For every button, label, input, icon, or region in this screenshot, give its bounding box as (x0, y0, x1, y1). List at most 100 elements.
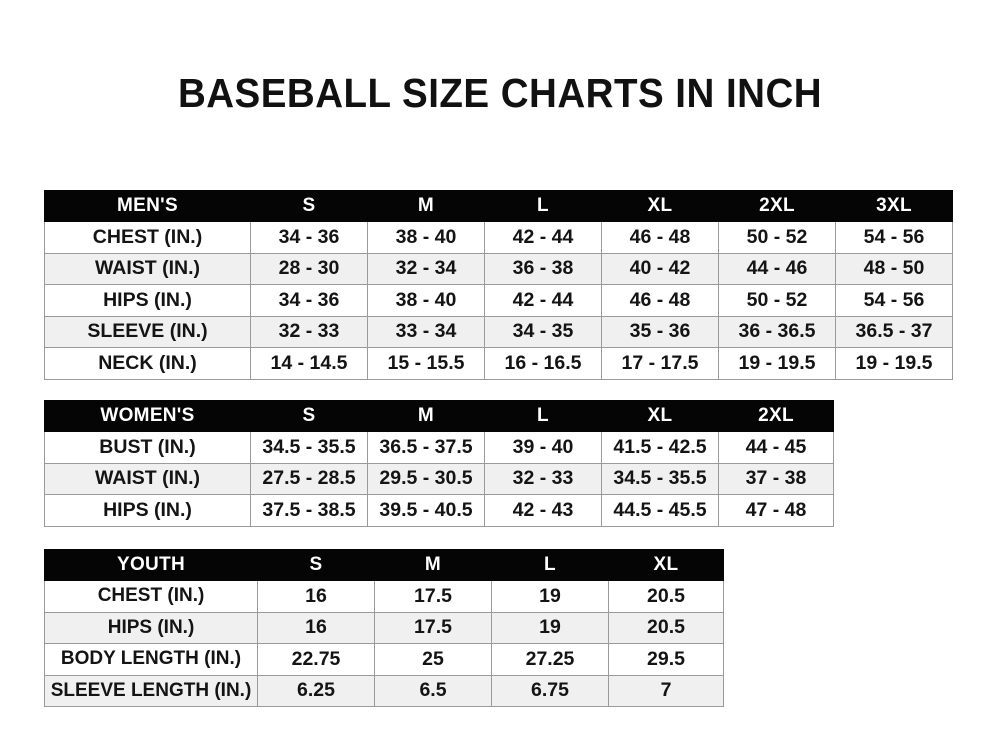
row-label-chest: CHEST (IN.) (44, 221, 251, 254)
womens-category-label: WOMEN'S (44, 400, 251, 432)
table-row: WAIST (IN.) 28 - 30 32 - 34 36 - 38 40 -… (44, 252, 953, 285)
cell-hips-s: 34 - 36 (250, 284, 368, 317)
youth-size-header-m: M (374, 549, 492, 581)
cell-chest-s: 16 (257, 580, 375, 613)
cell-hips-s: 37.5 - 38.5 (250, 494, 368, 527)
table-row: NECK (IN.) 14 - 14.5 15 - 15.5 16 - 16.5… (44, 347, 953, 380)
cell-waist-s: 27.5 - 28.5 (250, 462, 368, 495)
cell-chest-m: 17.5 (374, 580, 492, 613)
row-label-chest: CHEST (IN.) (44, 580, 258, 613)
cell-sleeve-s: 32 - 33 (250, 315, 368, 348)
cell-neck-m: 15 - 15.5 (367, 347, 485, 380)
mens-table-body: CHEST (IN.) 34 - 36 38 - 40 42 - 44 46 -… (44, 221, 953, 380)
cell-neck-xl: 17 - 17.5 (601, 347, 719, 380)
womens-table-body: BUST (IN.) 34.5 - 35.5 36.5 - 37.5 39 - … (44, 431, 834, 527)
mens-size-table: MEN'S S M L XL 2XL 3XL CHEST (IN.) 34 - … (44, 190, 953, 380)
mens-size-header-xl: XL (601, 190, 719, 222)
cell-waist-3xl: 48 - 50 (835, 252, 953, 285)
cell-bust-s: 34.5 - 35.5 (250, 431, 368, 464)
mens-category-label: MEN'S (44, 190, 251, 222)
cell-hips-m: 39.5 - 40.5 (367, 494, 485, 527)
cell-chest-3xl: 54 - 56 (835, 221, 953, 254)
cell-neck-l: 16 - 16.5 (484, 347, 602, 380)
table-row: BUST (IN.) 34.5 - 35.5 36.5 - 37.5 39 - … (44, 431, 834, 464)
youth-size-header-xl: XL (608, 549, 724, 581)
cell-body-length-s: 22.75 (257, 643, 375, 676)
mens-header-row: MEN'S S M L XL 2XL 3XL (44, 190, 953, 222)
cell-chest-2xl: 50 - 52 (718, 221, 836, 254)
cell-hips-s: 16 (257, 611, 375, 644)
mens-size-header-2xl: 2XL (718, 190, 836, 222)
row-label-hips: HIPS (IN.) (44, 284, 251, 317)
cell-hips-2xl: 50 - 52 (718, 284, 836, 317)
row-label-bust: BUST (IN.) (44, 431, 251, 464)
row-label-sleeve-length: SLEEVE LENGTH (IN.) (44, 674, 258, 707)
row-label-waist: WAIST (IN.) (44, 252, 251, 285)
cell-chest-l: 42 - 44 (484, 221, 602, 254)
womens-size-header-s: S (250, 400, 368, 432)
table-row: HIPS (IN.) 34 - 36 38 - 40 42 - 44 46 - … (44, 284, 953, 317)
table-row: SLEEVE (IN.) 32 - 33 33 - 34 34 - 35 35 … (44, 315, 953, 348)
row-label-waist: WAIST (IN.) (44, 462, 251, 495)
cell-hips-m: 17.5 (374, 611, 492, 644)
womens-table-header: WOMEN'S S M L XL 2XL (44, 400, 834, 432)
cell-chest-xl: 46 - 48 (601, 221, 719, 254)
cell-sleeve-l: 34 - 35 (484, 315, 602, 348)
row-label-hips: HIPS (IN.) (44, 611, 258, 644)
cell-waist-s: 28 - 30 (250, 252, 368, 285)
cell-waist-m: 29.5 - 30.5 (367, 462, 485, 495)
cell-sleeve-length-s: 6.25 (257, 674, 375, 707)
table-row: WAIST (IN.) 27.5 - 28.5 29.5 - 30.5 32 -… (44, 462, 834, 495)
womens-size-header-xl: XL (601, 400, 719, 432)
cell-sleeve-length-l: 6.75 (491, 674, 609, 707)
cell-waist-xl: 34.5 - 35.5 (601, 462, 719, 495)
cell-hips-l: 42 - 44 (484, 284, 602, 317)
cell-waist-2xl: 44 - 46 (718, 252, 836, 285)
cell-waist-xl: 40 - 42 (601, 252, 719, 285)
row-label-sleeve: SLEEVE (IN.) (44, 315, 251, 348)
mens-size-header-l: L (484, 190, 602, 222)
cell-hips-l: 42 - 43 (484, 494, 602, 527)
cell-waist-l: 32 - 33 (484, 462, 602, 495)
cell-hips-xl: 20.5 (608, 611, 724, 644)
cell-chest-xl: 20.5 (608, 580, 724, 613)
cell-bust-2xl: 44 - 45 (718, 431, 834, 464)
youth-size-header-s: S (257, 549, 375, 581)
row-label-neck: NECK (IN.) (44, 347, 251, 380)
cell-bust-l: 39 - 40 (484, 431, 602, 464)
mens-size-header-s: S (250, 190, 368, 222)
womens-size-header-2xl: 2XL (718, 400, 834, 432)
cell-sleeve-xl: 35 - 36 (601, 315, 719, 348)
cell-sleeve-length-xl: 7 (608, 674, 724, 707)
row-label-hips: HIPS (IN.) (44, 494, 251, 527)
cell-hips-2xl: 47 - 48 (718, 494, 834, 527)
cell-sleeve-m: 33 - 34 (367, 315, 485, 348)
youth-table-header: YOUTH S M L XL (44, 549, 724, 581)
row-label-body-length: BODY LENGTH (IN.) (44, 643, 258, 676)
youth-size-header-l: L (491, 549, 609, 581)
cell-waist-l: 36 - 38 (484, 252, 602, 285)
cell-neck-3xl: 19 - 19.5 (835, 347, 953, 380)
cell-sleeve-3xl: 36.5 - 37 (835, 315, 953, 348)
cell-sleeve-2xl: 36 - 36.5 (718, 315, 836, 348)
cell-waist-2xl: 37 - 38 (718, 462, 834, 495)
cell-bust-m: 36.5 - 37.5 (367, 431, 485, 464)
cell-hips-3xl: 54 - 56 (835, 284, 953, 317)
youth-size-table: YOUTH S M L XL CHEST (IN.) 16 17.5 19 20… (44, 549, 724, 707)
cell-neck-s: 14 - 14.5 (250, 347, 368, 380)
cell-chest-m: 38 - 40 (367, 221, 485, 254)
cell-body-length-m: 25 (374, 643, 492, 676)
table-row: BODY LENGTH (IN.) 22.75 25 27.25 29.5 (44, 643, 724, 676)
cell-hips-l: 19 (491, 611, 609, 644)
table-row: HIPS (IN.) 37.5 - 38.5 39.5 - 40.5 42 - … (44, 494, 834, 527)
cell-chest-s: 34 - 36 (250, 221, 368, 254)
youth-table-body: CHEST (IN.) 16 17.5 19 20.5 HIPS (IN.) 1… (44, 580, 724, 707)
cell-hips-xl: 44.5 - 45.5 (601, 494, 719, 527)
cell-sleeve-length-m: 6.5 (374, 674, 492, 707)
mens-size-header-3xl: 3XL (835, 190, 953, 222)
cell-neck-2xl: 19 - 19.5 (718, 347, 836, 380)
womens-size-table: WOMEN'S S M L XL 2XL BUST (IN.) 34.5 - 3… (44, 400, 834, 527)
mens-table-header: MEN'S S M L XL 2XL 3XL (44, 190, 953, 222)
cell-chest-l: 19 (491, 580, 609, 613)
